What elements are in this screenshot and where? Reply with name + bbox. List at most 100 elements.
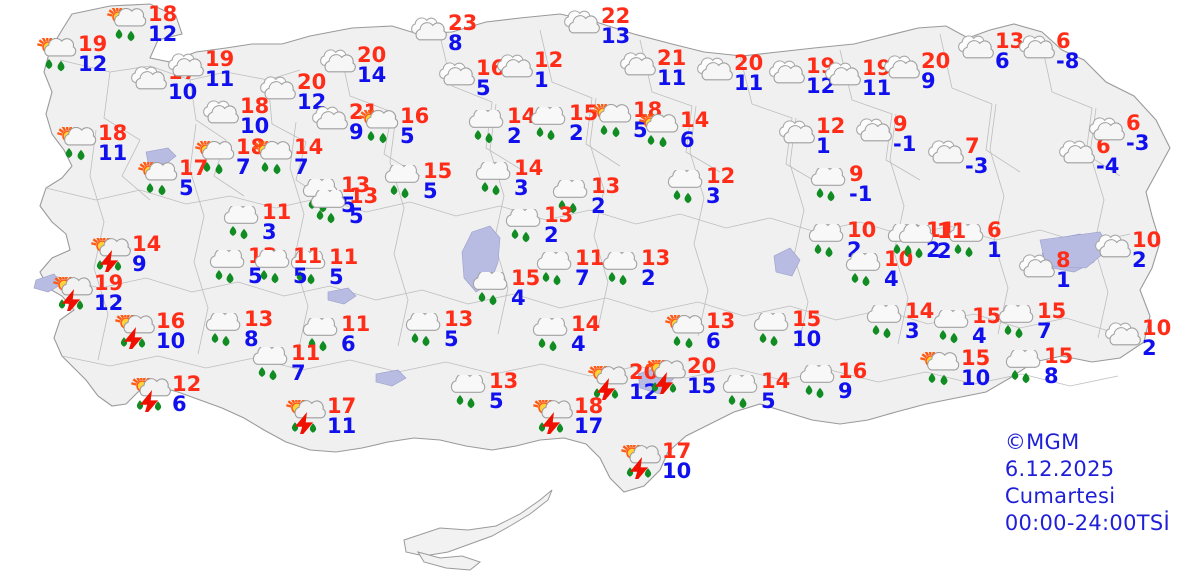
station-tmax: 13 (706, 309, 736, 333)
station-tmax: 19 (94, 271, 124, 295)
station-tmin: 1 (1056, 268, 1071, 292)
station-tmin: 2 (507, 124, 522, 148)
cloud-rain-icon (993, 302, 1039, 339)
station-tmax: 6 (1096, 134, 1111, 158)
station-tmax: 11 (291, 341, 321, 365)
cloud-rain-icon (400, 310, 446, 347)
station-tmin: 2 (641, 266, 656, 290)
station-tmin: 5 (423, 179, 438, 203)
station-tmax: 18 (148, 2, 178, 26)
sun-cloud-thunderstorm-icon (283, 396, 329, 439)
sun-cloud-rain-icon (917, 349, 963, 386)
station-tmax: 13 (489, 369, 519, 393)
station-tmax: 10 (1142, 316, 1172, 340)
cloud-rain-icon (467, 269, 513, 306)
cloud-rain-icon (794, 362, 840, 399)
station-tmax: 18 (236, 135, 266, 159)
station-tmax: 15 (423, 159, 453, 183)
station-tmax: 14 (905, 299, 935, 323)
station-tmax: 23 (448, 11, 478, 35)
cloud-rain-icon (285, 248, 331, 285)
station-tmax: 15 (569, 101, 599, 125)
station-tmax: 6 (1126, 111, 1141, 135)
station-tmin: 11 (98, 141, 128, 165)
cloud-icon (196, 100, 242, 134)
station-tmax: 10 (884, 247, 914, 271)
station-tmin: 11 (862, 76, 892, 100)
cloud-icon (124, 66, 170, 100)
station-tmax: 14 (132, 232, 162, 256)
station-tmin: 5 (476, 76, 491, 100)
station-tmin: 10 (168, 80, 198, 104)
cloud-rain-icon (305, 187, 351, 224)
station-tmax: 19 (862, 56, 892, 80)
station-tmin: 5 (761, 389, 776, 413)
station-tmax: 18 (240, 94, 270, 118)
station-tmin: -8 (1056, 49, 1080, 73)
station-tmax: 11 (293, 244, 323, 268)
cloud-rain-icon (531, 249, 577, 286)
station-tmin: 5 (444, 327, 459, 351)
station-tmin: 6 (680, 128, 695, 152)
cloud-icon (690, 57, 736, 91)
cloud-rain-icon (463, 107, 509, 144)
cloud-icon (1088, 234, 1134, 268)
station-tmax: 12 (172, 372, 202, 396)
sun-cloud-thunderstorm-icon (643, 356, 689, 399)
station-tmax: 9 (893, 112, 908, 136)
station-tmin: 11 (657, 66, 687, 90)
station-tmax: 11 (937, 219, 967, 243)
station-tmax: 17 (179, 156, 209, 180)
station-tmax: 13 (444, 307, 474, 331)
station-tmax: 13 (641, 246, 671, 270)
station-tmax: 7 (965, 134, 980, 158)
cloud-rain-icon (662, 167, 708, 204)
sun-cloud-rain-icon (589, 101, 635, 138)
station-tmax: 14 (680, 108, 710, 132)
station-tmax: 10 (1132, 228, 1162, 252)
station-tmin: 10 (662, 459, 692, 483)
sun-cloud-rain-icon (54, 124, 100, 161)
station-tmax: 20 (687, 354, 717, 378)
cloud-rain-icon (805, 165, 851, 202)
station-tmin: 2 (544, 223, 559, 247)
credit-day: Cumartesi (1004, 484, 1116, 508)
station-tmax: 20 (921, 49, 951, 73)
station-tmax: 15 (1044, 344, 1074, 368)
station-tmin: 9 (838, 379, 853, 403)
sun-cloud-thunderstorm-icon (618, 441, 664, 484)
station-tmin: -3 (965, 154, 989, 178)
cloud-rain-icon (861, 302, 907, 339)
sun-cloud-rain-icon (135, 159, 181, 196)
station-tmin: 9 (132, 252, 147, 276)
station-tmin: 7 (291, 361, 306, 385)
station-tmin: 5 (400, 124, 415, 148)
sun-cloud-thunderstorm-icon (50, 273, 96, 316)
station-tmax: 20 (357, 43, 387, 67)
cloud-rain-icon (218, 203, 264, 240)
station-tmin: 6 (706, 329, 721, 353)
cloud-icon (313, 49, 359, 83)
cloud-rain-icon (547, 177, 593, 214)
cloud-rain-icon (840, 250, 886, 287)
cloud-rain-icon (893, 222, 939, 259)
station-tmin: 12 (806, 74, 836, 98)
station-tmin: 5 (248, 264, 263, 288)
station-tmin: 10 (792, 327, 822, 351)
station-tmin: 5 (633, 118, 648, 142)
station-tmin: 12 (94, 291, 124, 315)
station-tmax: 12 (816, 114, 846, 138)
station-tmax: 22 (601, 4, 631, 28)
station-tmin: 7 (575, 266, 590, 290)
station-tmin: 12 (148, 22, 178, 46)
station-tmax: 20 (297, 70, 327, 94)
cloud-icon (1052, 140, 1098, 174)
sun-cloud-rain-icon (250, 138, 296, 175)
station-tmax: 13 (995, 29, 1025, 53)
station-tmax: 19 (205, 47, 235, 71)
cyprus-island (403, 489, 553, 571)
station-tmin: 5 (349, 204, 364, 228)
bafa-golu (33, 273, 63, 293)
station-tmin: 7 (294, 155, 309, 179)
